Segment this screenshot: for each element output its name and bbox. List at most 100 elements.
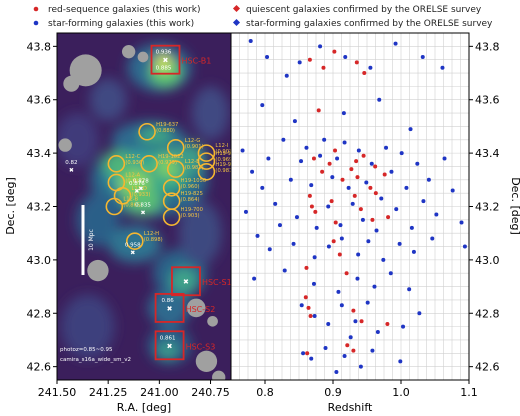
cluster-center-marker: ✖ [183, 278, 189, 286]
density-blob [89, 78, 127, 122]
star-forming-point [408, 127, 413, 132]
legend: red-sequence galaxies (this work) star-f… [33, 4, 493, 29]
group-redshift: (0.933) [132, 192, 151, 198]
x-tick-label: 241.25 [89, 386, 128, 399]
cluster-center-marker: ✖ [167, 305, 173, 313]
density-blob [124, 187, 162, 215]
red-sequence-point [306, 305, 311, 310]
density-blob [57, 113, 99, 167]
y-tick-label: 43.2 [27, 201, 52, 214]
red-sequence-point [355, 175, 360, 180]
group-markers: L12-C(0.936) H19-637(0.880) L12-G(0.901) L1… [105, 122, 252, 250]
star-forming-point [381, 257, 386, 262]
extra-label: 0.82 [65, 160, 77, 166]
x-tick-label: 0.8 [256, 386, 274, 399]
star-forming-point [309, 183, 314, 188]
star-forming-point [409, 225, 414, 230]
star-forming-point [389, 169, 394, 174]
star-forming-point [393, 41, 398, 46]
star-forming-point [459, 220, 464, 225]
red-sequence-point [373, 191, 378, 196]
density-blob [76, 193, 120, 247]
density-blob [139, 126, 172, 148]
group-circle [197, 152, 216, 170]
star-forming-point [369, 161, 374, 166]
extra-center-marker: ✖ [138, 185, 143, 192]
extra-label: 0.835 [135, 203, 151, 209]
extra-label: 0.878 [133, 178, 149, 184]
star-forming-point [294, 215, 299, 220]
star-forming-point [267, 247, 272, 252]
group-redshift: (0.982) [185, 165, 204, 171]
group-name: L12-B [123, 197, 138, 203]
star-forming-point [358, 364, 363, 369]
group-circle [166, 160, 185, 178]
red-sequence-point [352, 193, 357, 198]
cluster-redshift: 0.936 [156, 50, 172, 56]
star-forming-point [384, 145, 389, 150]
red-sequence-point [321, 65, 326, 70]
group-name: L12-G [185, 138, 201, 144]
y-tick-label: 43.0 [475, 254, 500, 267]
group-circle [105, 197, 124, 216]
legend-label-star-forming-orelse: star-forming galaxies confirmed by the O… [246, 19, 493, 29]
red-sequence-point [382, 172, 387, 177]
star-forming-point [342, 140, 347, 145]
star-forming-point [311, 281, 316, 286]
group-circle [107, 154, 126, 173]
group-redshift: (0.936) [125, 160, 144, 166]
star-forming-point [282, 268, 287, 273]
star-forming-point [426, 177, 431, 182]
y-tick-label: 43.2 [475, 201, 500, 214]
density-blob [191, 86, 230, 140]
legend-marker-red-sequence [33, 6, 39, 12]
red-sequence-point [333, 148, 338, 153]
group-redshift: (0.901) [185, 144, 204, 150]
density-blob [61, 294, 115, 359]
star-forming-point [260, 185, 265, 190]
star-forming-point [353, 319, 358, 324]
masked-region [69, 54, 102, 87]
sky-map-y-axis-label: Dec. [deg] [4, 177, 17, 235]
extra-labels: ✖0.82✖0.876✖0.878✖0.835✖0.958 [65, 160, 151, 257]
star-forming-point [240, 148, 245, 153]
group-name: H19-997/1032 [215, 162, 252, 168]
star-forming-point [288, 177, 293, 182]
star-forming-point [299, 303, 304, 308]
red-sequence-point [307, 57, 312, 62]
star-forming-point [297, 60, 302, 65]
y-tick-label: 43.8 [27, 40, 52, 53]
red-sequence-point [316, 108, 321, 113]
star-forming-point [356, 252, 361, 257]
red-sequence-point [327, 161, 332, 166]
extra-label: 0.958 [125, 243, 141, 249]
legend-label-quiescent-orelse: quiescent galaxies confirmed by the OREL… [246, 5, 482, 15]
star-forming-point [342, 353, 347, 358]
cluster-center-marker: ✖ [163, 57, 169, 65]
density-blob [102, 150, 135, 178]
star-forming-point [417, 311, 422, 316]
masked-region [212, 370, 226, 380]
red-sequence-point [354, 159, 359, 164]
redshift-y-ticks: 42.6 42.8 43.0 43.2 43.4 43.6 43.8 [469, 40, 500, 374]
star-forming-point [304, 145, 309, 150]
cluster-boxes: HSC-B1✖0.9360.885HSC-S1✖HSC-S2✖0.86HSC-S… [150, 44, 231, 361]
star-forming-point [401, 324, 406, 329]
star-forming-point [318, 44, 323, 49]
x-tick-label: 241.00 [140, 386, 179, 399]
star-forming-point [326, 244, 331, 249]
star-forming-point [343, 55, 348, 60]
group-name: L12-A [125, 172, 140, 178]
group-redshift: (0.969) [215, 157, 234, 163]
group-redshift: (0.903) [181, 213, 200, 219]
group-redshift: (0.981/0.966) [215, 168, 251, 174]
masked-region [207, 315, 218, 327]
y-tick-label: 43.4 [475, 147, 500, 160]
red-sequence-point [303, 295, 308, 300]
star-forming-point [388, 271, 393, 276]
masked-regions [58, 45, 226, 380]
density-blob [170, 267, 198, 295]
redshift-x-axis-label: Redshift [328, 401, 373, 414]
star-forming-point [399, 151, 404, 156]
star-forming-point [366, 239, 371, 244]
